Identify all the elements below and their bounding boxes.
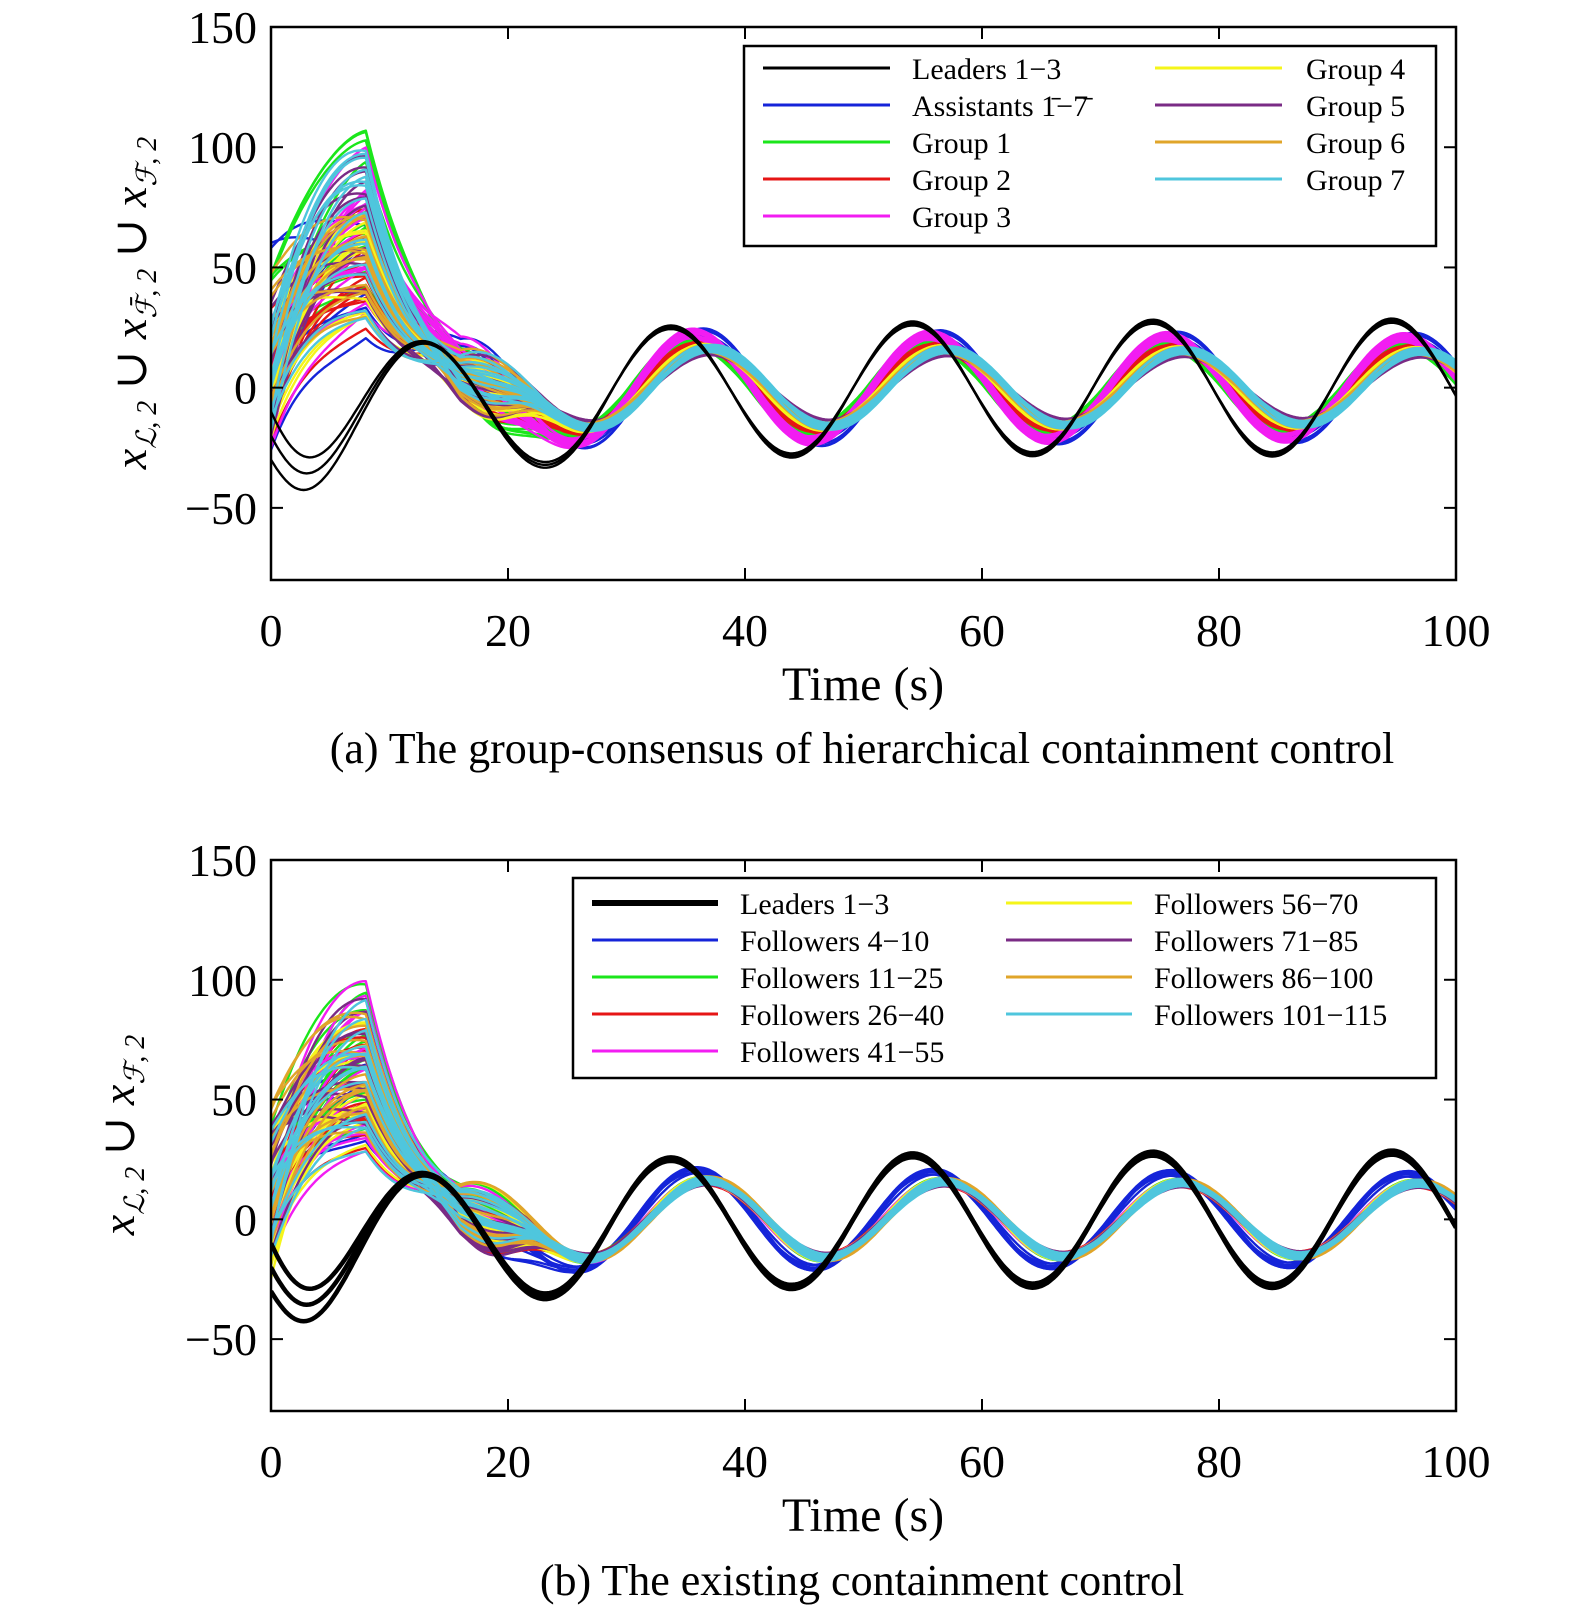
legend-entry: Followers 41−55	[592, 1036, 944, 1069]
legend-entry: Followers 11−25	[592, 962, 943, 995]
legend-label: Followers 71−85	[1154, 925, 1358, 958]
legend-entry: Group 4	[1155, 53, 1405, 86]
y-axis-label-b: xℒ, 2 ∪ xℱ, 2	[93, 1035, 151, 1237]
series-line	[271, 152, 1456, 432]
legend-entry: Group 5	[1155, 90, 1405, 123]
series-line-group	[271, 317, 1456, 492]
legend-label: Followers 41−55	[740, 1036, 944, 1069]
legend-entry: Assistants 1̄−7̄	[763, 90, 1093, 123]
legend-label: Followers 101−115	[1154, 999, 1387, 1032]
x-tick-label: 100	[1422, 1436, 1491, 1487]
y-tick-label: 150	[188, 2, 257, 53]
x-tick-label: 60	[959, 1436, 1005, 1487]
x-tick-label: 100	[1422, 605, 1491, 656]
y-tick-label: 100	[188, 122, 257, 173]
legend-label: Group 1	[912, 127, 1011, 160]
series-line-group	[271, 1148, 1456, 1324]
legend-label: Followers 26−40	[740, 999, 944, 1032]
legend-label: Group 7	[1306, 164, 1405, 197]
x-axis-label-a: Time (s)	[782, 658, 944, 711]
legend-label: Group 6	[1306, 127, 1405, 160]
series-line	[271, 311, 1456, 448]
legend-label: Followers 56−70	[1154, 888, 1358, 921]
series-line	[271, 1050, 1456, 1260]
legend-entry: Followers 26−40	[592, 999, 944, 1032]
legend-entry: Group 6	[1155, 127, 1405, 160]
legend-label: Group 5	[1306, 90, 1405, 123]
y-tick-label: 50	[211, 1075, 257, 1126]
caption-a: (a) The group-consensus of hierarchical …	[330, 724, 1395, 773]
legend-entry: Followers 86−100	[1006, 962, 1373, 995]
legend-entry: Leaders 1−3	[592, 888, 889, 921]
series-line-group	[271, 149, 1456, 433]
plot-area-b	[271, 980, 1456, 1324]
y-tick-label: 150	[188, 835, 257, 886]
legend-entry: Group 2	[763, 164, 1011, 197]
y-axis-label-a: xℒ, 2 ∪ xℱ̄, 2 ∪ xℱ, 2	[105, 137, 163, 471]
y-tick-label: −50	[185, 1314, 257, 1365]
legend-entry: Followers 71−85	[1006, 925, 1358, 958]
y-tick-label: −50	[185, 483, 257, 534]
legend-label: Followers 11−25	[740, 962, 943, 995]
legend-label: Followers 4−10	[740, 925, 929, 958]
legend-entry: Followers 4−10	[592, 925, 929, 958]
y-tick-label: 0	[234, 1194, 257, 1245]
y-tick-label: 0	[234, 363, 257, 414]
x-tick-label: 80	[1196, 605, 1242, 656]
series-line	[271, 321, 1456, 464]
tick-labels-b: 0 20 40 60 80 100 −50 0 50 100 150	[185, 835, 1490, 1487]
legend-entry: Leaders 1−3	[763, 53, 1061, 86]
legend-entry: Followers 101−115	[1006, 999, 1387, 1032]
legend-box-a	[742, 44, 1438, 248]
legend-b: Leaders 1−3 Followers 4−10 Followers 11−…	[571, 876, 1438, 1080]
x-tick-label: 20	[485, 1436, 531, 1487]
x-axis-label-b: Time (s)	[782, 1489, 944, 1542]
legend-entry: Group 1	[763, 127, 1011, 160]
x-tick-label: 0	[260, 605, 283, 656]
legend-entry: Group 7	[1155, 164, 1405, 197]
legend-label: Followers 86−100	[1154, 962, 1373, 995]
legend-label: Group 2	[912, 164, 1011, 197]
x-tick-label: 40	[722, 605, 768, 656]
legend-label: Leaders 1−3	[740, 888, 889, 921]
tick-marks-a	[270, 26, 1457, 580]
legend-label: Leaders 1−3	[912, 53, 1061, 86]
panel-b: 0 20 40 60 80 100 −50 0 50 100 150 Time (s) xℒ, 2 …	[93, 835, 1491, 1605]
legend-label: Group 3	[912, 201, 1011, 234]
x-tick-label: 60	[959, 605, 1005, 656]
legend-entry: Group 3	[763, 201, 1011, 234]
legend-label: Group 4	[1306, 53, 1405, 86]
legend-label: Assistants 1̄−7̄	[912, 90, 1093, 123]
tick-labels-a: 0 20 40 60 80 100 −50 0 50 100 150	[185, 2, 1490, 656]
tick-marks-b	[270, 859, 1457, 1411]
y-tick-label: 50	[211, 242, 257, 293]
plot-area-a	[271, 129, 1456, 492]
caption-b: (b) The existing containment control	[540, 1556, 1184, 1605]
x-tick-label: 40	[722, 1436, 768, 1487]
panel-a: 0 20 40 60 80 100 −50 0 50 100 150 Time (s) xℒ, 2 …	[105, 2, 1491, 773]
x-tick-label: 20	[485, 605, 531, 656]
legend-entry: Followers 56−70	[1006, 888, 1358, 921]
x-tick-label: 0	[260, 1436, 283, 1487]
series-line	[271, 1152, 1456, 1296]
legend-a: Leaders 1−3 Assistants 1̄−7̄ Group 1 Gro…	[742, 44, 1438, 248]
y-tick-label: 100	[188, 955, 257, 1006]
x-tick-label: 80	[1196, 1436, 1242, 1487]
plot-frame-a	[269, 25, 1458, 582]
plot-frame-b	[269, 858, 1458, 1413]
